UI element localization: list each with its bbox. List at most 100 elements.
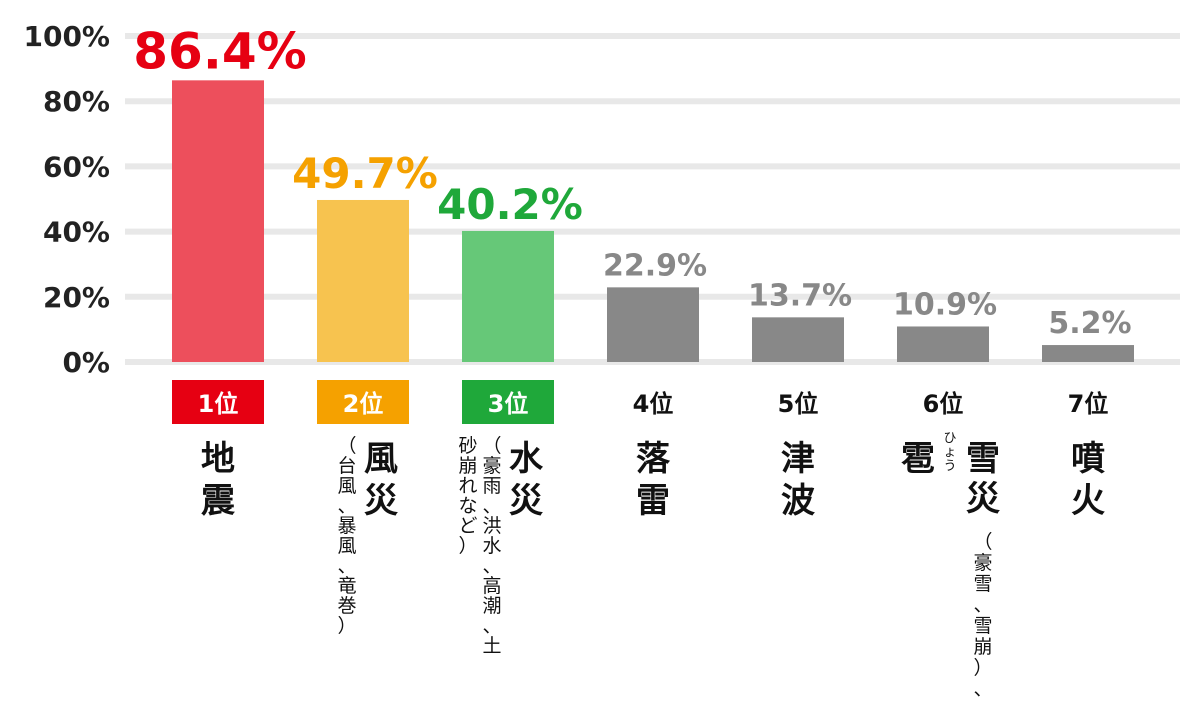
bar (752, 317, 844, 362)
rank-label: 1位 (198, 390, 239, 418)
svg-text:豪: 豪 (973, 552, 992, 574)
svg-text:、: 、 (337, 495, 356, 517)
svg-text:、: 、 (973, 594, 992, 616)
svg-text:雷: 雷 (636, 481, 670, 521)
category-sub: （台風、暴風、竜巻） (337, 435, 356, 637)
svg-text:、: 、 (337, 555, 356, 577)
svg-text:、: 、 (973, 678, 992, 700)
svg-text:雹: 雹 (901, 439, 935, 479)
y-tick-label: 100% (23, 20, 110, 53)
svg-text:津: 津 (781, 439, 815, 479)
svg-text:水: 水 (482, 535, 501, 557)
svg-text:洪: 洪 (482, 515, 501, 537)
value-label: 10.9% (893, 287, 997, 322)
category-name: 地震 (201, 439, 236, 521)
rank-label: 3位 (488, 390, 529, 418)
svg-text:れ: れ (458, 475, 477, 497)
value-label: 86.4% (133, 22, 306, 80)
svg-text:崩: 崩 (973, 636, 992, 658)
svg-text:砂: 砂 (458, 435, 477, 457)
svg-text:震: 震 (201, 481, 236, 521)
value-label: 49.7% (292, 149, 438, 198)
bars (172, 80, 1134, 362)
y-tick-label: 60% (43, 150, 110, 183)
bar (172, 80, 264, 362)
svg-text:（: （ (482, 435, 501, 457)
svg-text:潮: 潮 (482, 595, 501, 617)
value-labels: 86.4% 49.7%40.2% 22.9% 13.7% 10.9% 5.2% (133, 22, 1131, 341)
svg-text:（: （ (337, 435, 356, 457)
svg-text:火: 火 (1071, 481, 1105, 521)
category-name: 噴火 (1071, 439, 1105, 521)
category-name: 風災 (364, 439, 398, 521)
svg-text:高: 高 (482, 575, 501, 597)
rank-badge (172, 380, 264, 424)
y-tick-label: 0% (62, 346, 110, 379)
ruby-text: ひ (943, 431, 956, 446)
svg-text:（: （ (973, 531, 992, 553)
svg-text:ど: ど (458, 515, 477, 537)
svg-text:雪: 雪 (966, 439, 1000, 479)
bar (317, 199, 409, 362)
rank-label: 4位 (633, 390, 674, 418)
svg-text:波: 波 (781, 481, 815, 521)
bar (1042, 345, 1134, 362)
y-tick-label: 20% (43, 281, 110, 314)
svg-text:水: 水 (509, 439, 544, 479)
svg-text:巻: 巻 (337, 595, 356, 617)
y-tick-label: 80% (43, 85, 110, 118)
category-labels: 地震風災（台風、暴風、竜巻）水災（豪雨、洪水、高潮、土砂崩れなど）落雷津波雹ひょ… (201, 431, 1105, 700)
bar (462, 230, 554, 362)
category-sub: （豪雪、雪崩）、 (973, 531, 992, 700)
svg-text:風: 風 (337, 475, 356, 497)
svg-text:風: 風 (364, 439, 398, 479)
value-label: 13.7% (748, 278, 852, 313)
svg-text:）: ） (337, 615, 356, 637)
grid-lines (125, 33, 1180, 365)
category-name: 津波 (781, 439, 815, 521)
svg-text:地: 地 (201, 439, 235, 479)
svg-text:、: 、 (482, 555, 501, 577)
svg-text:、: 、 (482, 615, 501, 637)
ruby-text: ょ (943, 445, 956, 460)
rank-label: 6位 (923, 390, 964, 418)
svg-text:な: な (458, 495, 477, 517)
svg-text:）: ） (973, 657, 992, 679)
bar (607, 287, 699, 362)
category-name: 水災 (509, 439, 544, 521)
svg-text:暴: 暴 (337, 515, 356, 537)
svg-text:雪: 雪 (973, 573, 992, 595)
rank-label: 2位 (343, 390, 384, 418)
svg-text:）: ） (458, 535, 477, 557)
svg-text:崩: 崩 (458, 455, 477, 477)
svg-text:噴: 噴 (1071, 439, 1105, 479)
rank-label: 5位 (778, 390, 819, 418)
svg-text:雨: 雨 (482, 475, 501, 497)
value-label: 5.2% (1048, 306, 1131, 341)
category-name: 落雷 (636, 439, 671, 521)
svg-text:災: 災 (966, 479, 1000, 519)
value-label: 22.9% (603, 248, 707, 283)
svg-text:雪: 雪 (973, 615, 992, 637)
ruby-text: う (943, 459, 956, 474)
y-axis-ticks: 0% 20% 40% 60% 80% 100% (23, 20, 110, 379)
svg-text:落: 落 (636, 439, 671, 479)
svg-text:災: 災 (364, 481, 398, 521)
svg-text:、: 、 (482, 495, 501, 517)
rank-badges: 1位 2位 3位 4位 5位 6位 7位 (172, 380, 1108, 424)
y-tick-label: 40% (43, 216, 110, 249)
value-label: 40.2% (437, 180, 583, 229)
rank-badge (317, 380, 409, 424)
svg-text:竜: 竜 (337, 575, 356, 597)
svg-text:風: 風 (337, 535, 356, 557)
svg-text:災: 災 (509, 481, 543, 521)
svg-text:台: 台 (337, 455, 356, 477)
bar (897, 326, 989, 362)
rank-badge (462, 380, 554, 424)
svg-text:土: 土 (482, 635, 501, 657)
svg-text:豪: 豪 (482, 455, 501, 477)
rank-label: 7位 (1068, 390, 1109, 418)
